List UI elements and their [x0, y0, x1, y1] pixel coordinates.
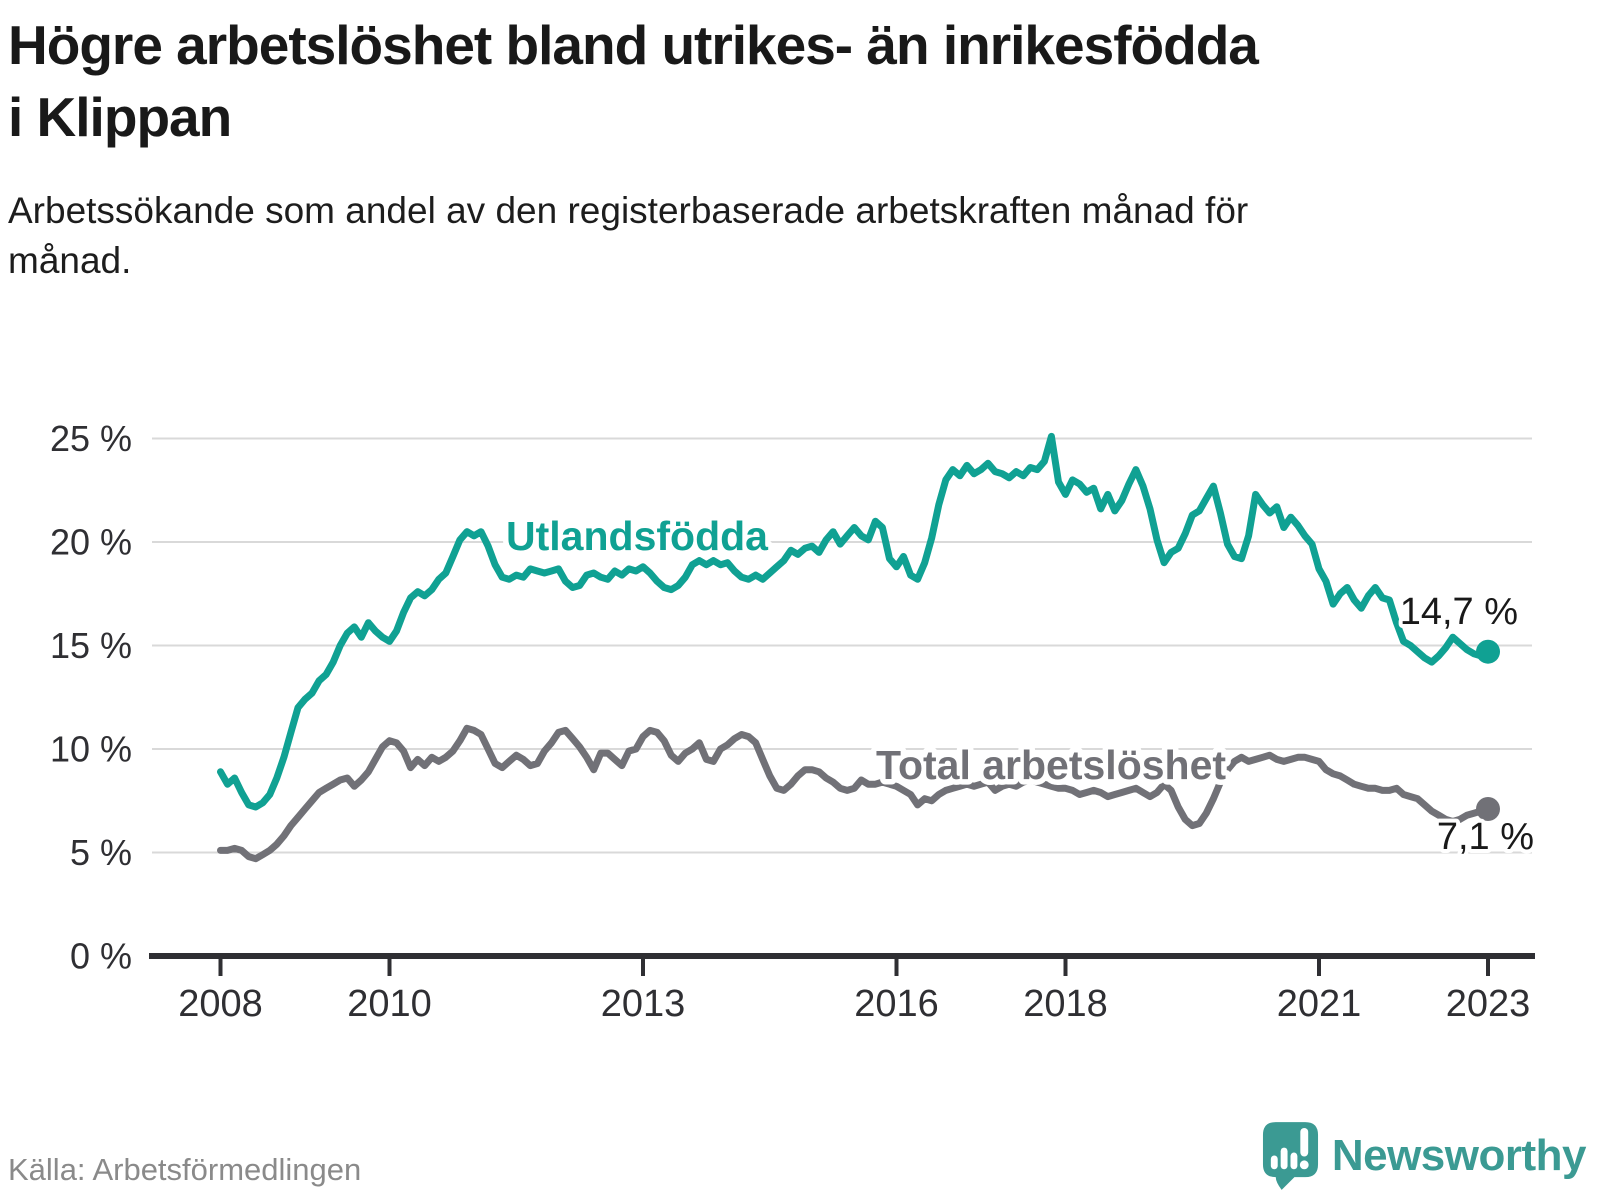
logo-exclamation-dot [1299, 1160, 1309, 1170]
y-tick-label-25: 25 % [50, 418, 132, 459]
newsworthy-logo-icon [1262, 1122, 1318, 1190]
series-line-total-arbetsloshet [217, 724, 1492, 863]
x-tick-label-2008: 2008 [178, 983, 263, 1025]
x-tick-label-2021: 2021 [1277, 983, 1362, 1025]
logo-bar-2 [1280, 1147, 1288, 1170]
axis-layer: 0 % 5 % 10 % 15 % 20 % 25 % 2008 2010 2013 2016 20… [50, 418, 1535, 1025]
y-tick-label-10: 10 % [50, 729, 132, 770]
end-value-label-utlandsfodda: 14,7 % [1400, 591, 1518, 633]
y-tick-label-15: 15 % [50, 625, 132, 666]
source-attribution: Källa: Arbetsförmedlingen [8, 1152, 362, 1187]
x-tick-label-2023: 2023 [1446, 983, 1531, 1025]
end-value-label-total: 7,1 % [1437, 816, 1534, 858]
x-tick-label-2016: 2016 [854, 983, 939, 1025]
x-tick-label-2013: 2013 [601, 983, 686, 1025]
label-layer: Utlandsfödda Total arbetslöshet 14,7 % 7… [501, 508, 1538, 863]
y-tick-label-20: 20 % [50, 522, 132, 563]
newsworthy-brand-link[interactable]: Newsworthy [1261, 1120, 1587, 1192]
logo-bar-3 [1290, 1152, 1298, 1170]
end-dot-total-arbetsloshet [1476, 797, 1500, 821]
newsworthy-brand-text: Newsworthy [1331, 1131, 1587, 1180]
series-label-utlandsfodda: Utlandsfödda [506, 513, 769, 559]
logo-exclamation-bar [1300, 1127, 1309, 1157]
y-tick-label-0: 0 % [70, 936, 132, 977]
series-layer [217, 432, 1500, 863]
end-dot-utlandsfodda [1476, 639, 1500, 664]
x-tick-label-2018: 2018 [1023, 983, 1108, 1025]
x-tick-label-2010: 2010 [347, 983, 432, 1025]
chart-subtitle: Arbetssökande som andel av den registerb… [8, 190, 1249, 281]
page-title: Högre arbetslöshet bland utrikes- än inr… [8, 14, 1259, 148]
y-tick-label-5: 5 % [70, 832, 132, 873]
logo-bar-1 [1270, 1155, 1278, 1170]
series-label-total-arbetsloshet: Total arbetslöshet [876, 742, 1226, 788]
series-line-utlandsfodda [217, 432, 1492, 811]
